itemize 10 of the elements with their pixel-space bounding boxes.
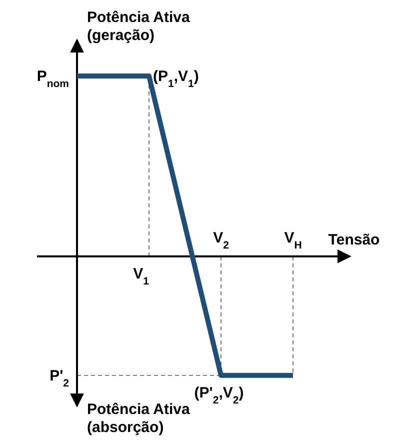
annotation: (P$_{1}$,V$_{1}$) <box>153 68 199 90</box>
x-tick-label: V$_{H}$ <box>284 229 302 252</box>
annotation: P$_{nom}$ <box>36 68 69 90</box>
x-tick-label: V$_{2}$ <box>213 229 230 252</box>
text: Potência Ativa (absorção) <box>87 401 190 436</box>
x-axis-title: Tensão <box>328 231 380 248</box>
x-tick-label: V$_{1}$ <box>133 265 150 288</box>
ref-line-label: P'$_{2}$ <box>50 367 70 390</box>
y-axis-title: Potência Ativa (geração) <box>87 9 190 44</box>
annotation: (P'$_{2}$,V$_{2}$) <box>194 384 244 406</box>
